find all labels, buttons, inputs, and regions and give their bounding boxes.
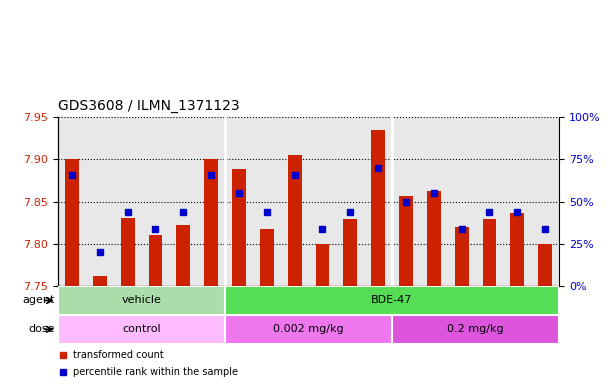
Text: vehicle: vehicle xyxy=(122,295,161,306)
Bar xyxy=(399,196,413,286)
Bar xyxy=(204,159,218,286)
Bar xyxy=(121,218,134,286)
Bar xyxy=(288,155,302,286)
Bar xyxy=(58,286,225,315)
Text: 0.2 mg/kg: 0.2 mg/kg xyxy=(447,324,504,334)
Bar xyxy=(148,235,163,286)
Bar xyxy=(427,192,441,286)
Bar xyxy=(455,227,469,286)
Bar xyxy=(483,219,496,286)
Text: percentile rank within the sample: percentile rank within the sample xyxy=(73,366,238,377)
Bar xyxy=(65,159,79,286)
Text: 0.002 mg/kg: 0.002 mg/kg xyxy=(273,324,344,334)
Bar xyxy=(225,315,392,344)
Text: dose: dose xyxy=(29,324,55,334)
Text: BDE-47: BDE-47 xyxy=(371,295,413,306)
Bar xyxy=(93,276,107,286)
Bar xyxy=(343,219,357,286)
Bar xyxy=(225,286,559,315)
Text: GDS3608 / ILMN_1371123: GDS3608 / ILMN_1371123 xyxy=(58,99,240,113)
Bar xyxy=(260,230,274,286)
Bar xyxy=(177,225,190,286)
Bar xyxy=(510,214,524,286)
Text: control: control xyxy=(122,324,161,334)
Bar xyxy=(232,169,246,286)
Bar xyxy=(315,244,329,286)
Bar xyxy=(58,315,225,344)
Bar xyxy=(538,244,552,286)
Text: transformed count: transformed count xyxy=(73,350,164,360)
Bar xyxy=(371,130,385,286)
Bar xyxy=(392,315,559,344)
Text: agent: agent xyxy=(23,295,55,306)
